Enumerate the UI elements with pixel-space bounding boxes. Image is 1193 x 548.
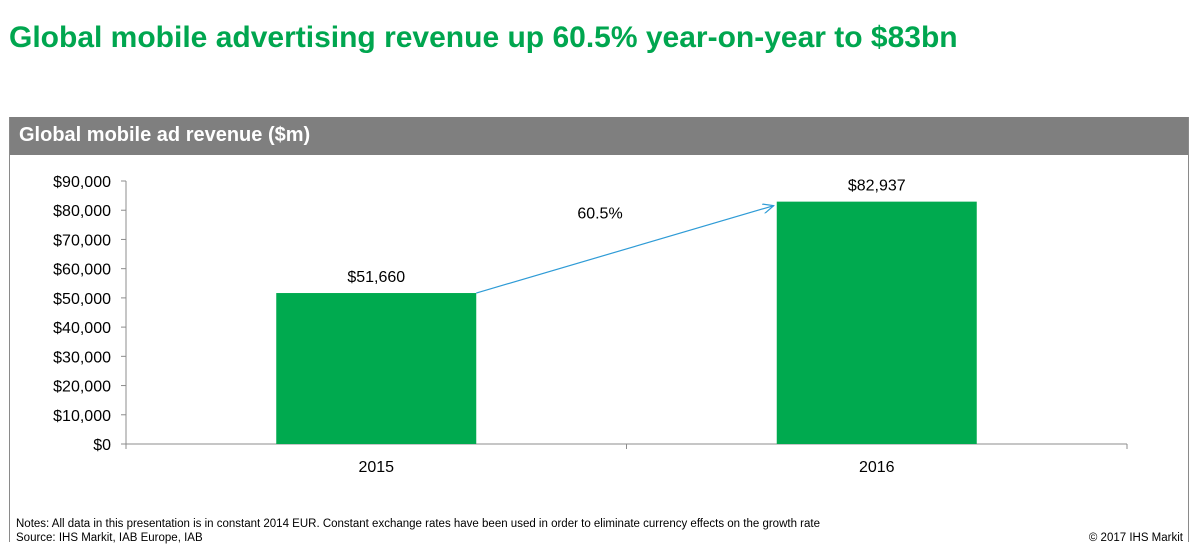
chart-title: Global mobile ad revenue ($m) bbox=[19, 124, 311, 146]
y-tick-label: $30,000 bbox=[53, 349, 111, 366]
x-tick-label: 2015 bbox=[358, 459, 394, 476]
page-headline: Global mobile advertising revenue up 60.… bbox=[9, 21, 958, 54]
growth-label: 60.5% bbox=[577, 205, 622, 222]
y-tick-label: $50,000 bbox=[53, 291, 111, 308]
y-axis: $0 $10,000 $20,000 $30,000 $40,000 $50,000 $60… bbox=[53, 174, 127, 454]
y-tick-label: $60,000 bbox=[53, 262, 111, 279]
y-tick-label: $10,000 bbox=[53, 408, 111, 425]
data-label: $51,660 bbox=[347, 269, 405, 286]
x-tick-label: 2016 bbox=[859, 459, 895, 476]
bar-series: $51,660 $82,937 bbox=[276, 178, 977, 444]
y-tick-label: $20,000 bbox=[53, 379, 111, 396]
notes-text: Notes: All data in this presentation is … bbox=[16, 518, 820, 530]
chart-panel: Global mobile ad revenue ($m) bbox=[9, 117, 1189, 542]
y-tick-label: $0 bbox=[93, 437, 111, 454]
y-tick-label: $40,000 bbox=[53, 320, 111, 337]
y-tick-label: $70,000 bbox=[53, 232, 111, 249]
x-axis: 2015 2016 bbox=[125, 443, 1128, 476]
y-tick-label: $90,000 bbox=[53, 174, 111, 191]
copyright-text: © 2017 IHS Markit bbox=[1088, 532, 1183, 544]
y-tick-label: $80,000 bbox=[53, 203, 111, 220]
source-text: Source: IHS Markit, IAB Europe, IAB bbox=[16, 532, 203, 544]
growth-arrow bbox=[476, 206, 774, 294]
growth-annotation: 60.5% bbox=[476, 205, 774, 294]
data-label: $82,937 bbox=[848, 178, 906, 195]
chart-panel-header: Global mobile ad revenue ($m) bbox=[10, 117, 1188, 155]
bar-2016 bbox=[776, 201, 977, 444]
chart-notes: Notes: All data in this presentation is … bbox=[16, 517, 820, 545]
bar-2015 bbox=[276, 293, 477, 444]
